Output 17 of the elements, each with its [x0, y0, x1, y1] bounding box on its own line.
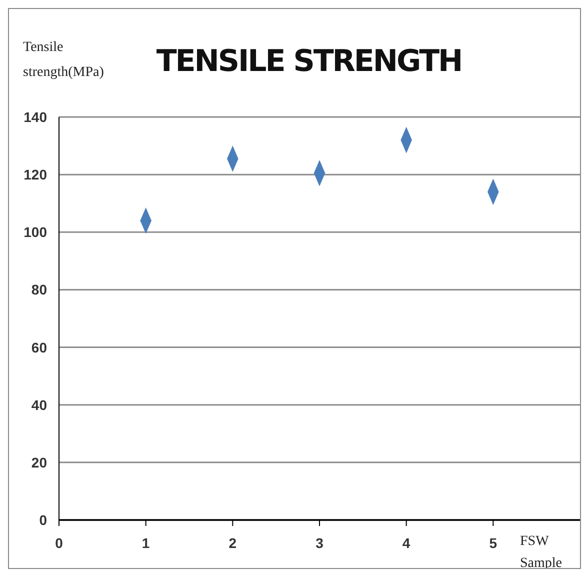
x-tick-label: 1 [142, 535, 150, 551]
x-tick-label: 5 [489, 535, 498, 551]
y-tick-label: 120 [24, 166, 48, 183]
x-tick-label: 3 [316, 535, 324, 551]
x-tick-label: 0 [55, 535, 64, 551]
x-axis-title: FSW Sample [520, 534, 562, 571]
x-tick-label: 2 [228, 535, 237, 551]
y-axis-title: Tensile strength(MPa) [23, 40, 104, 80]
y-tick-label: 100 [24, 224, 48, 240]
chart-title: TENSILE STRENGTH [156, 44, 462, 79]
y-tick-label: 80 [31, 282, 48, 298]
x-tick-label: 4 [402, 535, 410, 551]
y-tick-label: 140 [24, 109, 48, 125]
y-tick-label: 0 [39, 512, 48, 528]
y-tick-label: 60 [31, 339, 48, 356]
y-tick-label: 40 [31, 396, 48, 413]
y-tick-label: 20 [31, 454, 48, 470]
